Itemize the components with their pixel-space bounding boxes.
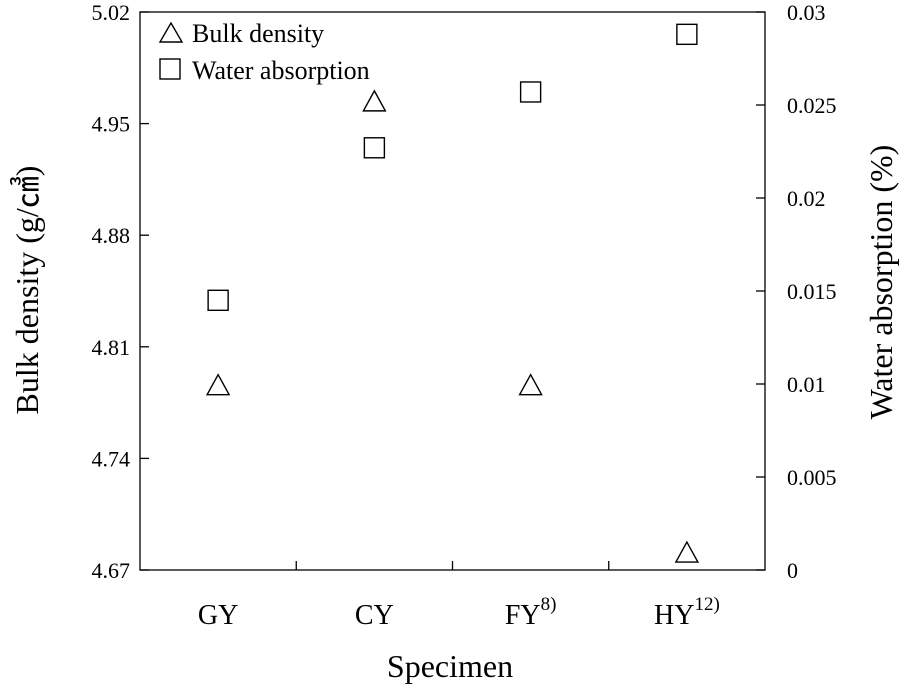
right-axis-ticks: 0 0.005 0.01 0.015 0.02 0.025 0.03 <box>756 0 837 583</box>
bulk-density-point <box>362 89 387 112</box>
y-left-axis-title: Bulk density (g/㎤) <box>9 166 45 415</box>
y-left-title-main: Bulk density (g/ <box>9 208 45 414</box>
plot-border <box>139 11 766 571</box>
y-right-tick-label: 0.015 <box>787 279 837 304</box>
x-axis-ticks: GY CY FY8) HY12) <box>198 561 720 631</box>
legend-square-icon <box>159 58 181 80</box>
y-right-axis-title: Water absorption (%) <box>863 145 899 420</box>
water-absorption-point <box>207 289 229 311</box>
y-left-tick-label: 4.81 <box>92 335 131 360</box>
bulk-density-point <box>205 373 231 396</box>
y-left-tick-label: 4.95 <box>92 112 131 137</box>
legend-bulk-density-label: Bulk density <box>192 19 324 48</box>
x-axis-title: Specimen <box>387 648 513 684</box>
y-left-tick-label: 4.67 <box>92 558 131 583</box>
x-category-label: GY <box>198 600 238 631</box>
x-category-label: CY <box>355 600 394 631</box>
y-left-tick-label: 4.74 <box>92 446 131 471</box>
y-left-title-unit: ㎤ <box>9 176 45 208</box>
y-left-tick-label: 4.88 <box>92 223 131 248</box>
y-right-tick-label: 0.01 <box>787 372 826 397</box>
y-right-tick-label: 0.005 <box>787 465 837 490</box>
y-left-title-close: ) <box>9 166 45 177</box>
x-category-label: HY12) <box>654 594 720 631</box>
y-right-tick-label: 0 <box>787 558 798 583</box>
left-axis-ticks: 4.67 4.74 4.81 4.88 4.95 5.02 <box>92 0 149 583</box>
legend-triangle-icon <box>158 21 184 43</box>
water-absorption-point <box>676 23 698 46</box>
plot-frame <box>139 11 766 571</box>
x-category-label: FY8) <box>505 594 557 631</box>
legend-water-absorption-label: Water absorption <box>192 56 370 85</box>
y-right-tick-label: 0.025 <box>787 93 837 118</box>
water-absorption-point <box>363 137 386 159</box>
legend: Bulk density Water absorption <box>158 19 370 85</box>
y-right-tick-label: 0.02 <box>787 186 826 211</box>
y-right-tick-label: 0.03 <box>787 0 826 25</box>
y-left-tick-label: 5.02 <box>92 0 131 25</box>
bulk-density-point <box>518 373 543 396</box>
data-points <box>205 23 700 563</box>
bulk-density-point <box>674 540 700 563</box>
water-absorption-point <box>519 81 542 103</box>
